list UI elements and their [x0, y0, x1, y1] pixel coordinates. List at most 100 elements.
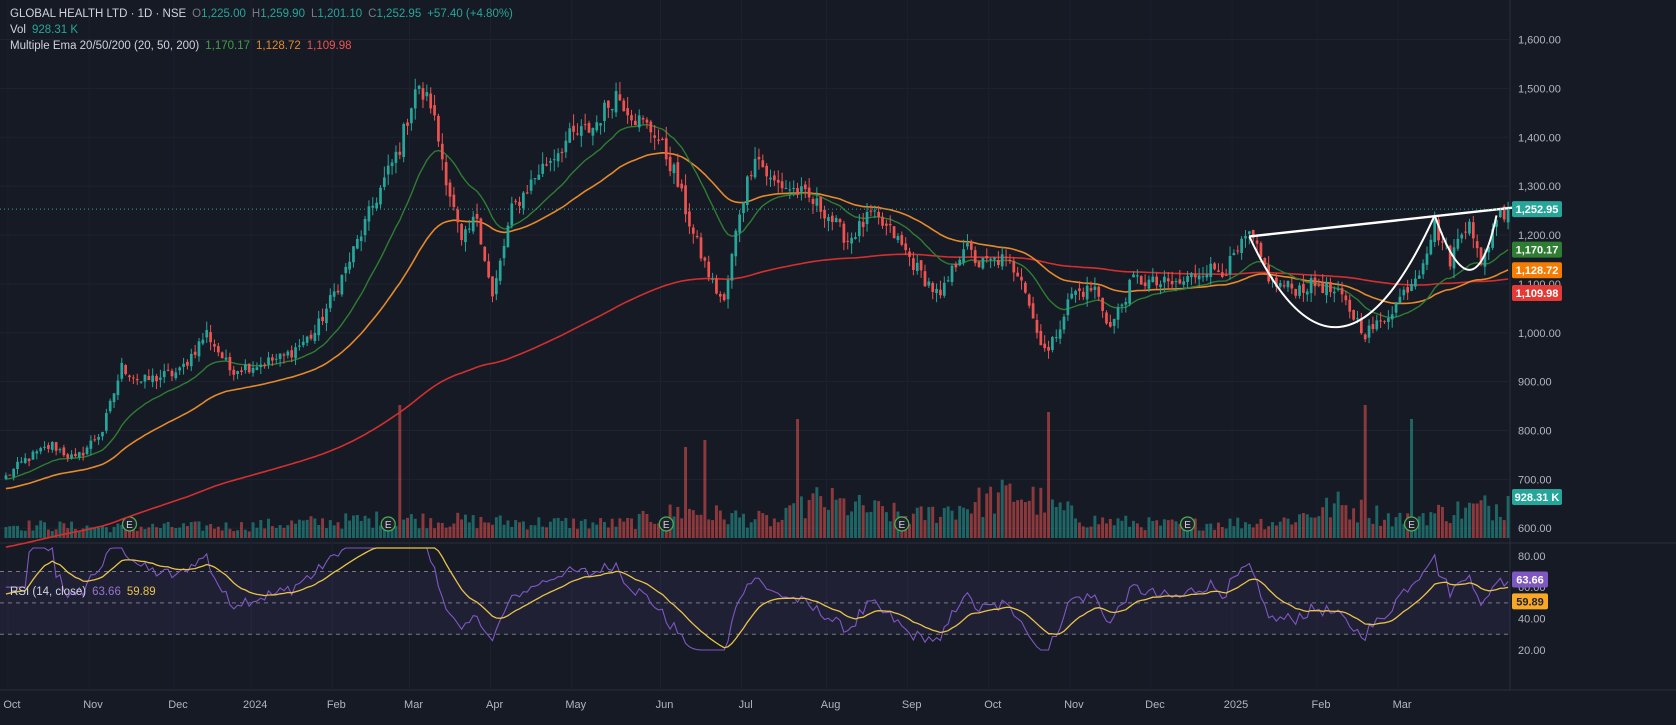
earnings-marker-circle[interactable]	[380, 516, 396, 532]
time-tick-label: Oct	[3, 699, 20, 711]
earnings-marker-circle[interactable]	[1179, 516, 1196, 532]
volume-bar	[649, 521, 653, 538]
candle-body	[904, 243, 908, 251]
candle-body	[355, 238, 359, 249]
volume-bar	[1267, 526, 1271, 538]
candle-body	[981, 257, 985, 269]
candle-body	[47, 445, 50, 449]
volume-bar	[1166, 520, 1170, 538]
price-tick-label: 1,000.00	[1518, 328, 1561, 340]
candle-body	[174, 372, 178, 379]
candle-body	[1460, 234, 1464, 239]
volume-bar	[50, 531, 54, 538]
candle-body	[1340, 288, 1344, 295]
earnings-marker-circle[interactable]	[658, 516, 674, 532]
volume-label[interactable]: Vol	[10, 24, 26, 36]
volume-bar	[796, 419, 800, 538]
volume-bar	[131, 527, 135, 538]
volume-bar	[545, 527, 549, 538]
candle-body	[834, 217, 838, 223]
candle-body	[1035, 320, 1039, 333]
candle-body	[201, 339, 205, 344]
earnings-marker[interactable]: E	[1179, 516, 1196, 532]
volume-bar	[135, 530, 139, 538]
earnings-marker-circle[interactable]	[1403, 516, 1420, 532]
ema-label[interactable]: Multiple Ema 20/50/200 (20, 50, 200)	[10, 40, 200, 52]
candle-body	[274, 358, 278, 360]
earnings-marker[interactable]: E	[380, 516, 396, 532]
volume-bar	[1020, 499, 1023, 538]
candle-body	[425, 92, 429, 97]
rsi-label[interactable]: RSI (14, close)	[10, 586, 87, 598]
volume-bar	[1178, 523, 1182, 538]
volume-bar	[877, 501, 881, 538]
volume-bar	[691, 510, 695, 538]
volume-bar	[270, 526, 274, 538]
candle-body	[996, 260, 1000, 265]
candle-body	[1193, 274, 1197, 278]
candle-body	[564, 140, 568, 153]
volume-bar	[58, 521, 62, 538]
volume-bar	[463, 514, 467, 538]
cup-curve[interactable]	[1248, 215, 1436, 329]
candle-body	[1506, 209, 1510, 223]
candle-body	[1290, 283, 1294, 289]
volume-bar	[1224, 528, 1228, 538]
candle-body	[159, 377, 162, 380]
time-tick-label: Nov	[1064, 699, 1084, 711]
volume-bar	[711, 520, 715, 538]
volume-bar	[151, 523, 155, 538]
candle-body	[1437, 219, 1440, 241]
volume-bar	[1421, 513, 1425, 538]
symbol-title[interactable]: GLOBAL HEALTH LTD · 1D · NSE	[10, 8, 187, 20]
resistance-line[interactable]	[1249, 205, 1519, 238]
volume-bar	[568, 528, 572, 538]
volume-bar	[1193, 518, 1197, 538]
candle-body	[332, 291, 336, 297]
volume-bar	[216, 526, 220, 538]
volume-bar	[753, 519, 757, 538]
earnings-marker[interactable]: E	[1403, 516, 1420, 532]
volume-bar	[452, 523, 456, 538]
volume-bar	[730, 513, 734, 538]
candle-body	[796, 188, 799, 195]
candle-body	[815, 198, 819, 206]
volume-bar	[537, 517, 541, 538]
volume-bar	[494, 517, 498, 538]
volume-bar	[1410, 419, 1413, 538]
candle-body	[738, 214, 741, 233]
volume-bar	[606, 527, 610, 538]
earnings-marker[interactable]: E	[658, 516, 674, 532]
time-tick-label: 2024	[243, 699, 267, 711]
volume-bar	[143, 529, 147, 538]
candle-body	[514, 200, 518, 202]
earnings-marker-circle[interactable]	[894, 516, 910, 532]
candle-body	[1217, 270, 1220, 272]
volume-bar	[1097, 524, 1101, 538]
candle-body	[1186, 275, 1189, 283]
volume-bar	[286, 525, 290, 538]
volume-bar	[182, 523, 186, 538]
candle-body	[139, 381, 143, 383]
volume-bar	[101, 526, 104, 538]
volume-bar	[1054, 507, 1058, 538]
candle-body	[969, 241, 973, 250]
candle-body	[1054, 337, 1058, 339]
candle-body	[132, 377, 135, 379]
earnings-marker[interactable]: E	[894, 516, 910, 532]
candle-body	[155, 375, 158, 382]
volume-bar	[108, 532, 112, 538]
candle-body	[610, 108, 614, 111]
candle-body	[556, 153, 560, 162]
time-tick-label: May	[565, 699, 586, 711]
volume-bar	[1031, 486, 1035, 538]
volume-bar	[93, 527, 97, 538]
candle-body	[491, 276, 494, 297]
candle-body	[1020, 276, 1023, 281]
volume-bar	[618, 518, 622, 538]
handle-curve[interactable]	[1433, 215, 1498, 271]
volume-bar	[1247, 524, 1251, 538]
candle-body	[58, 449, 62, 451]
volume-bar	[1464, 507, 1468, 538]
